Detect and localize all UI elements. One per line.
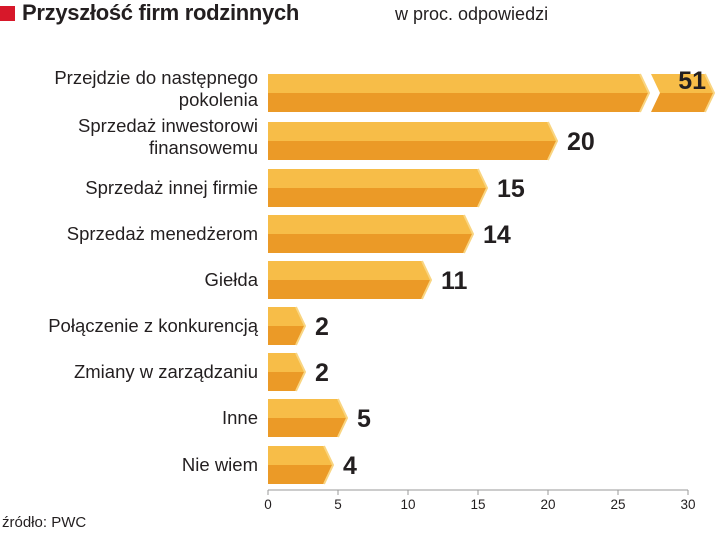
x-tick-label-15: 15 bbox=[470, 497, 485, 512]
category-label: Inne bbox=[222, 407, 258, 428]
x-tick-label-20: 20 bbox=[540, 497, 555, 512]
x-tick-label-0: 0 bbox=[264, 497, 272, 512]
category-label: Przejdzie do następnego bbox=[54, 67, 258, 88]
bar-5-top bbox=[268, 307, 305, 326]
bar-2-cap bbox=[477, 168, 489, 208]
chart-subtitle: w proc. odpowiedzi bbox=[395, 4, 549, 24]
bar-2-bottom bbox=[268, 188, 487, 207]
value-label: 14 bbox=[483, 221, 511, 249]
bar-5-bottom bbox=[268, 326, 305, 345]
bar-6-top bbox=[268, 353, 305, 372]
bar-5-cap bbox=[295, 306, 307, 346]
value-label: 2 bbox=[315, 313, 329, 341]
x-tick-label-30: 30 bbox=[680, 497, 695, 512]
chart-title: Przyszłość firm rodzinnych bbox=[22, 0, 300, 25]
bar-2-top bbox=[268, 169, 487, 188]
bar-4-cap bbox=[421, 260, 433, 300]
bar-3-bottom bbox=[268, 234, 473, 253]
category-label: Sprzedaż inwestorowi bbox=[78, 115, 258, 136]
value-label: 5 bbox=[357, 405, 371, 433]
bar-0-bottom bbox=[268, 93, 649, 112]
category-label: Sprzedaż innej firmie bbox=[85, 177, 258, 198]
bar-3-cap bbox=[463, 214, 475, 254]
value-label: 51 bbox=[678, 67, 706, 95]
bar-7-cap bbox=[337, 398, 349, 438]
bar-0-cap bbox=[639, 73, 651, 113]
source-note: źródło: PWC bbox=[2, 514, 87, 531]
x-tick-label-5: 5 bbox=[334, 497, 342, 512]
value-label: 4 bbox=[343, 452, 357, 480]
title-marker bbox=[0, 6, 15, 21]
category-label: Giełda bbox=[205, 269, 259, 290]
bar-0-top bbox=[268, 74, 649, 93]
bar-1-top bbox=[268, 122, 557, 141]
category-label: pokolenia bbox=[179, 89, 259, 110]
bar-4-bottom bbox=[268, 280, 431, 299]
bar-0-stub-bottom bbox=[651, 93, 714, 112]
bar-1-cap bbox=[547, 121, 559, 161]
value-label: 11 bbox=[441, 267, 468, 295]
bar-8-bottom bbox=[268, 465, 333, 484]
value-label: 2 bbox=[315, 359, 329, 387]
bar-6-cap bbox=[295, 352, 307, 392]
category-label: Połączenie z konkurencją bbox=[48, 315, 258, 336]
value-label: 20 bbox=[567, 128, 595, 156]
category-label: Nie wiem bbox=[182, 454, 258, 475]
x-tick-label-10: 10 bbox=[400, 497, 415, 512]
bar-0-stub-cap bbox=[704, 73, 716, 113]
bar-7-top bbox=[268, 399, 347, 418]
bar-8-cap bbox=[323, 445, 335, 485]
bar-1-bottom bbox=[268, 141, 557, 160]
category-label: Sprzedaż menedżerom bbox=[67, 223, 258, 244]
bar-7-bottom bbox=[268, 418, 347, 437]
bar-3-top bbox=[268, 215, 473, 234]
x-tick-label-25: 25 bbox=[610, 497, 625, 512]
value-label: 15 bbox=[497, 175, 525, 203]
category-label: Zmiany w zarządzaniu bbox=[74, 361, 258, 382]
bar-8-top bbox=[268, 446, 333, 465]
bar-6-bottom bbox=[268, 372, 305, 391]
category-label: finansowemu bbox=[149, 137, 258, 158]
bar-0-stub-top bbox=[651, 74, 714, 93]
bar-4-top bbox=[268, 261, 431, 280]
